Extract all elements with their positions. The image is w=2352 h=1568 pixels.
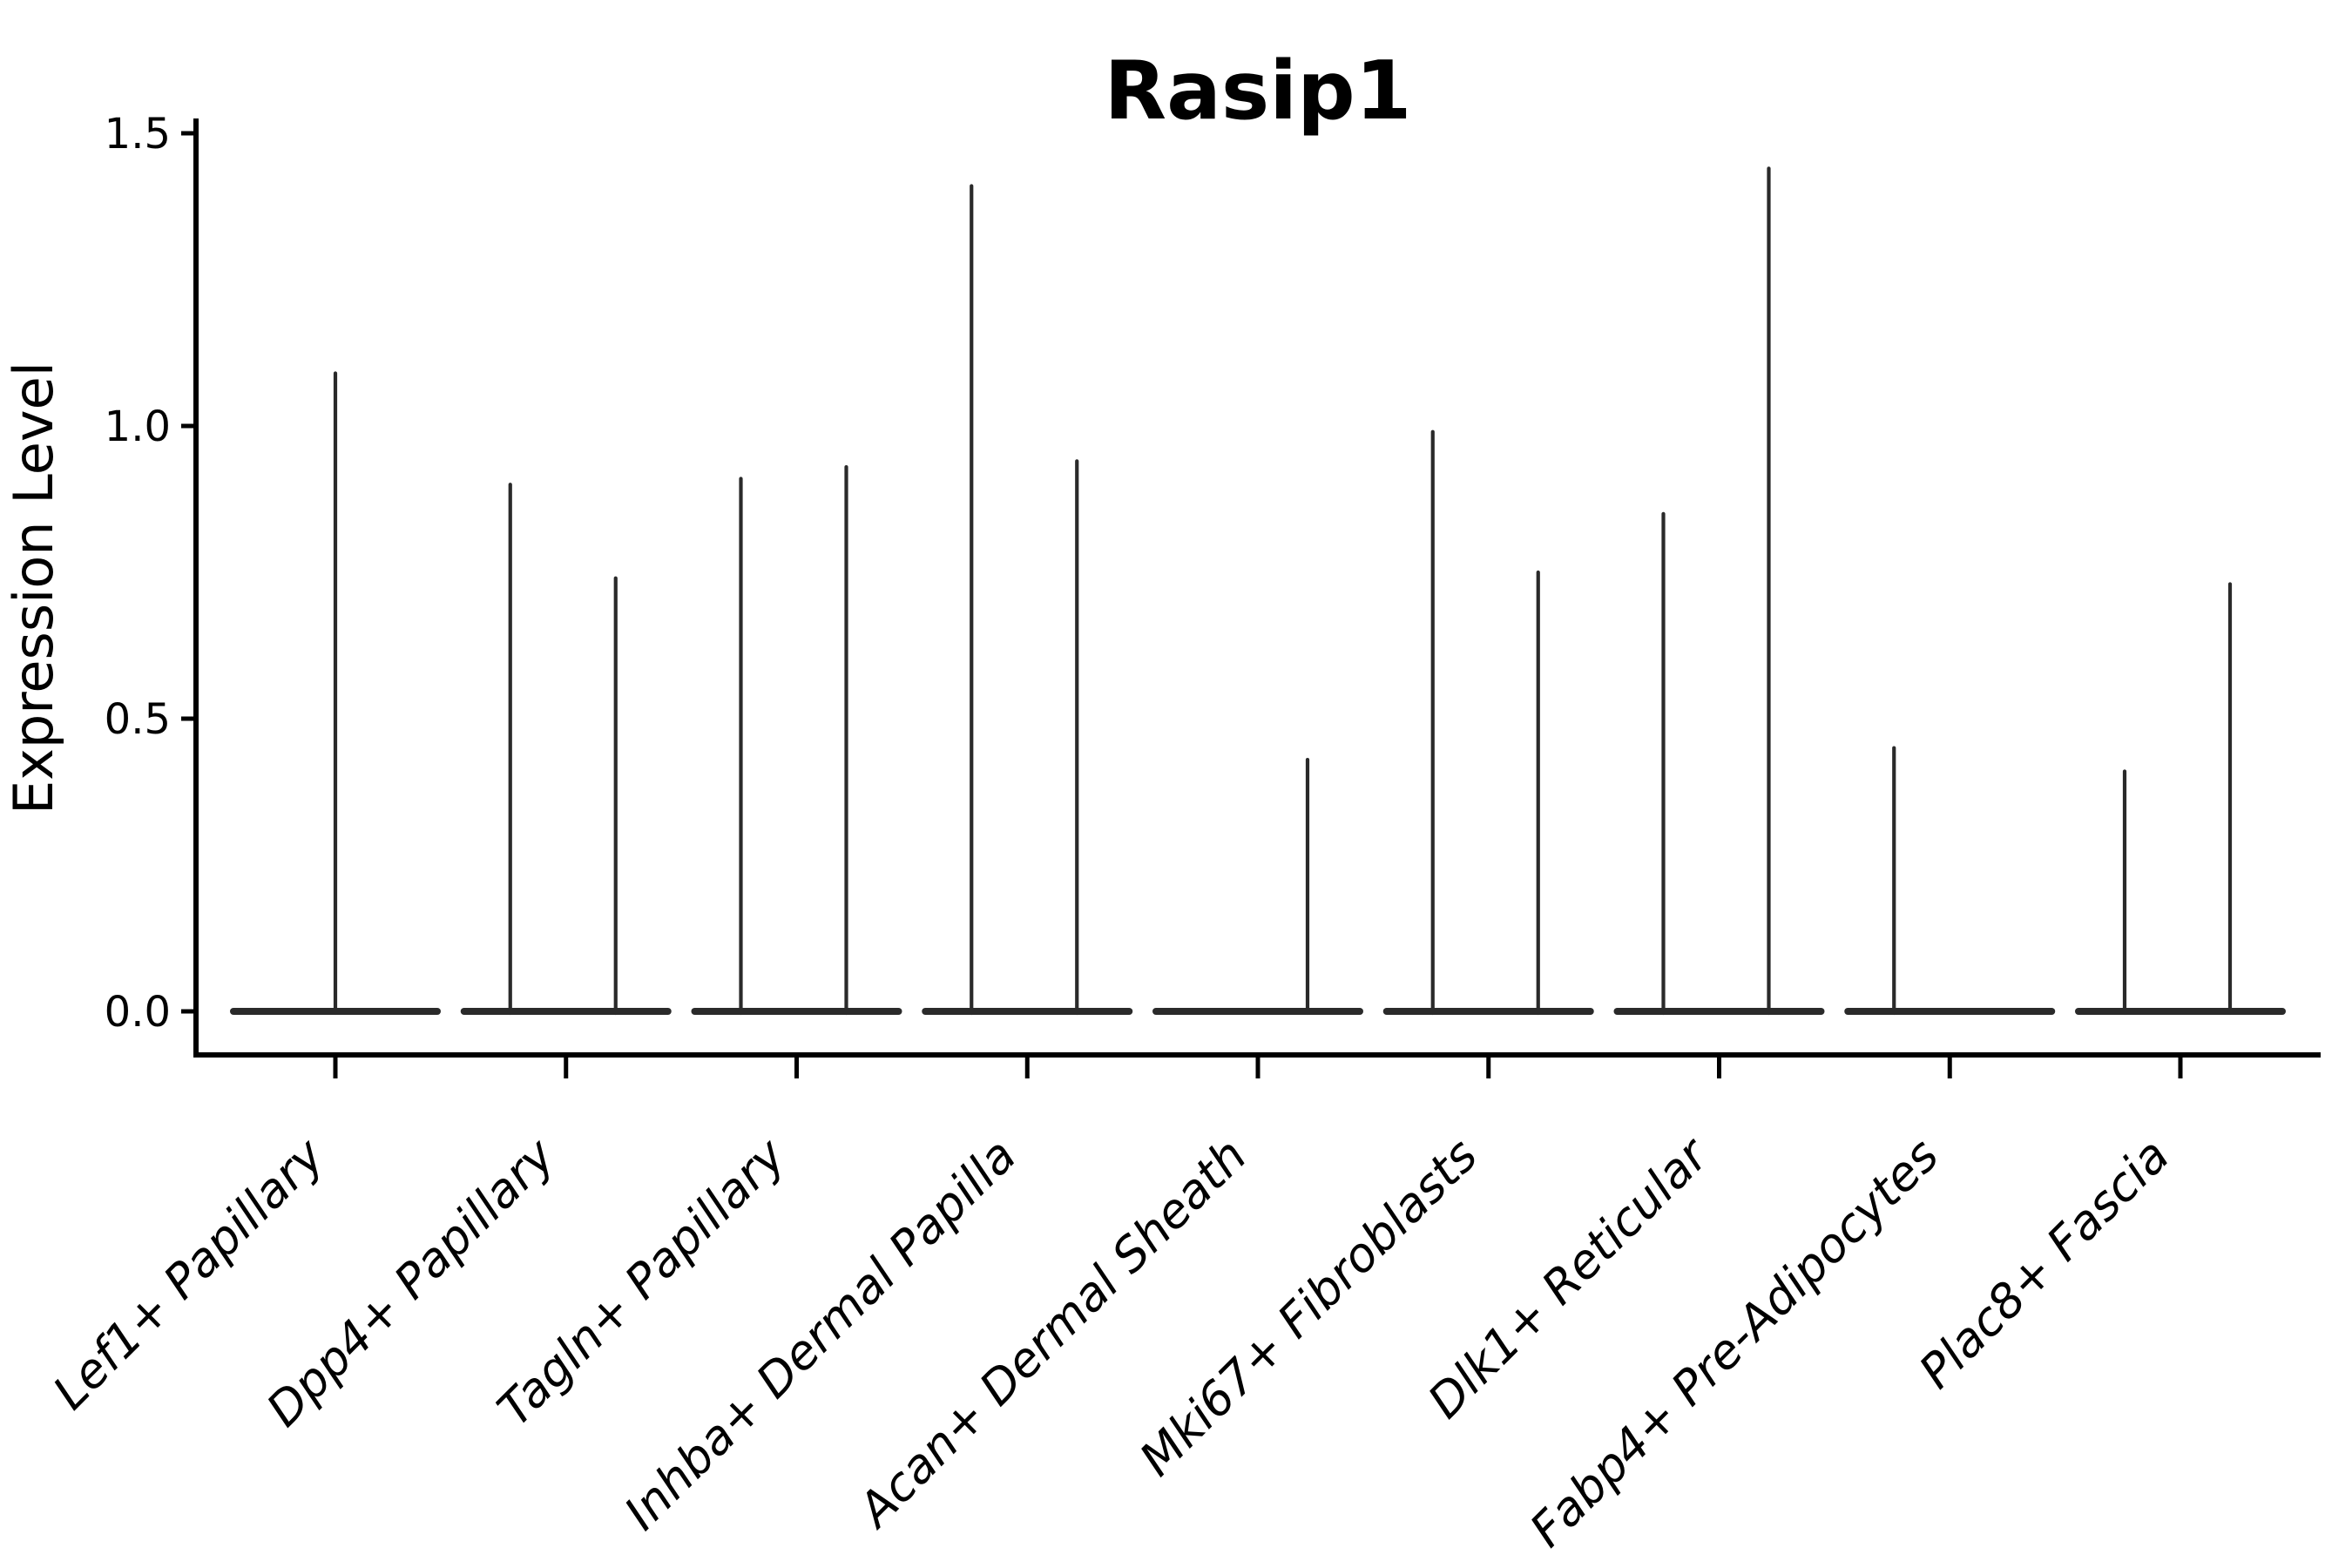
y-axis-label: Expression Level <box>2 362 65 814</box>
y-tick-label: 0.0 <box>105 988 171 1037</box>
y-axis-ticks: 0.0 0.5 1.0 1.5 <box>105 110 193 1037</box>
violins <box>230 166 2286 1016</box>
y-tick-label: 0.5 <box>105 695 171 744</box>
y-tick-label: 1.5 <box>105 110 171 159</box>
x-tick-label: Inhba+ Dermal Papilla <box>614 1128 1027 1541</box>
x-tick-label: Acan+ Dermal Sheath <box>846 1128 1257 1539</box>
chart-title: Rasip1 <box>1105 44 1412 138</box>
x-tick-label: Plac8+ Fascia <box>1909 1128 2180 1399</box>
y-tick-label: 1.0 <box>105 402 171 451</box>
x-tick-label: Fabp4+ Pre-Adipocytes <box>1519 1128 1949 1558</box>
